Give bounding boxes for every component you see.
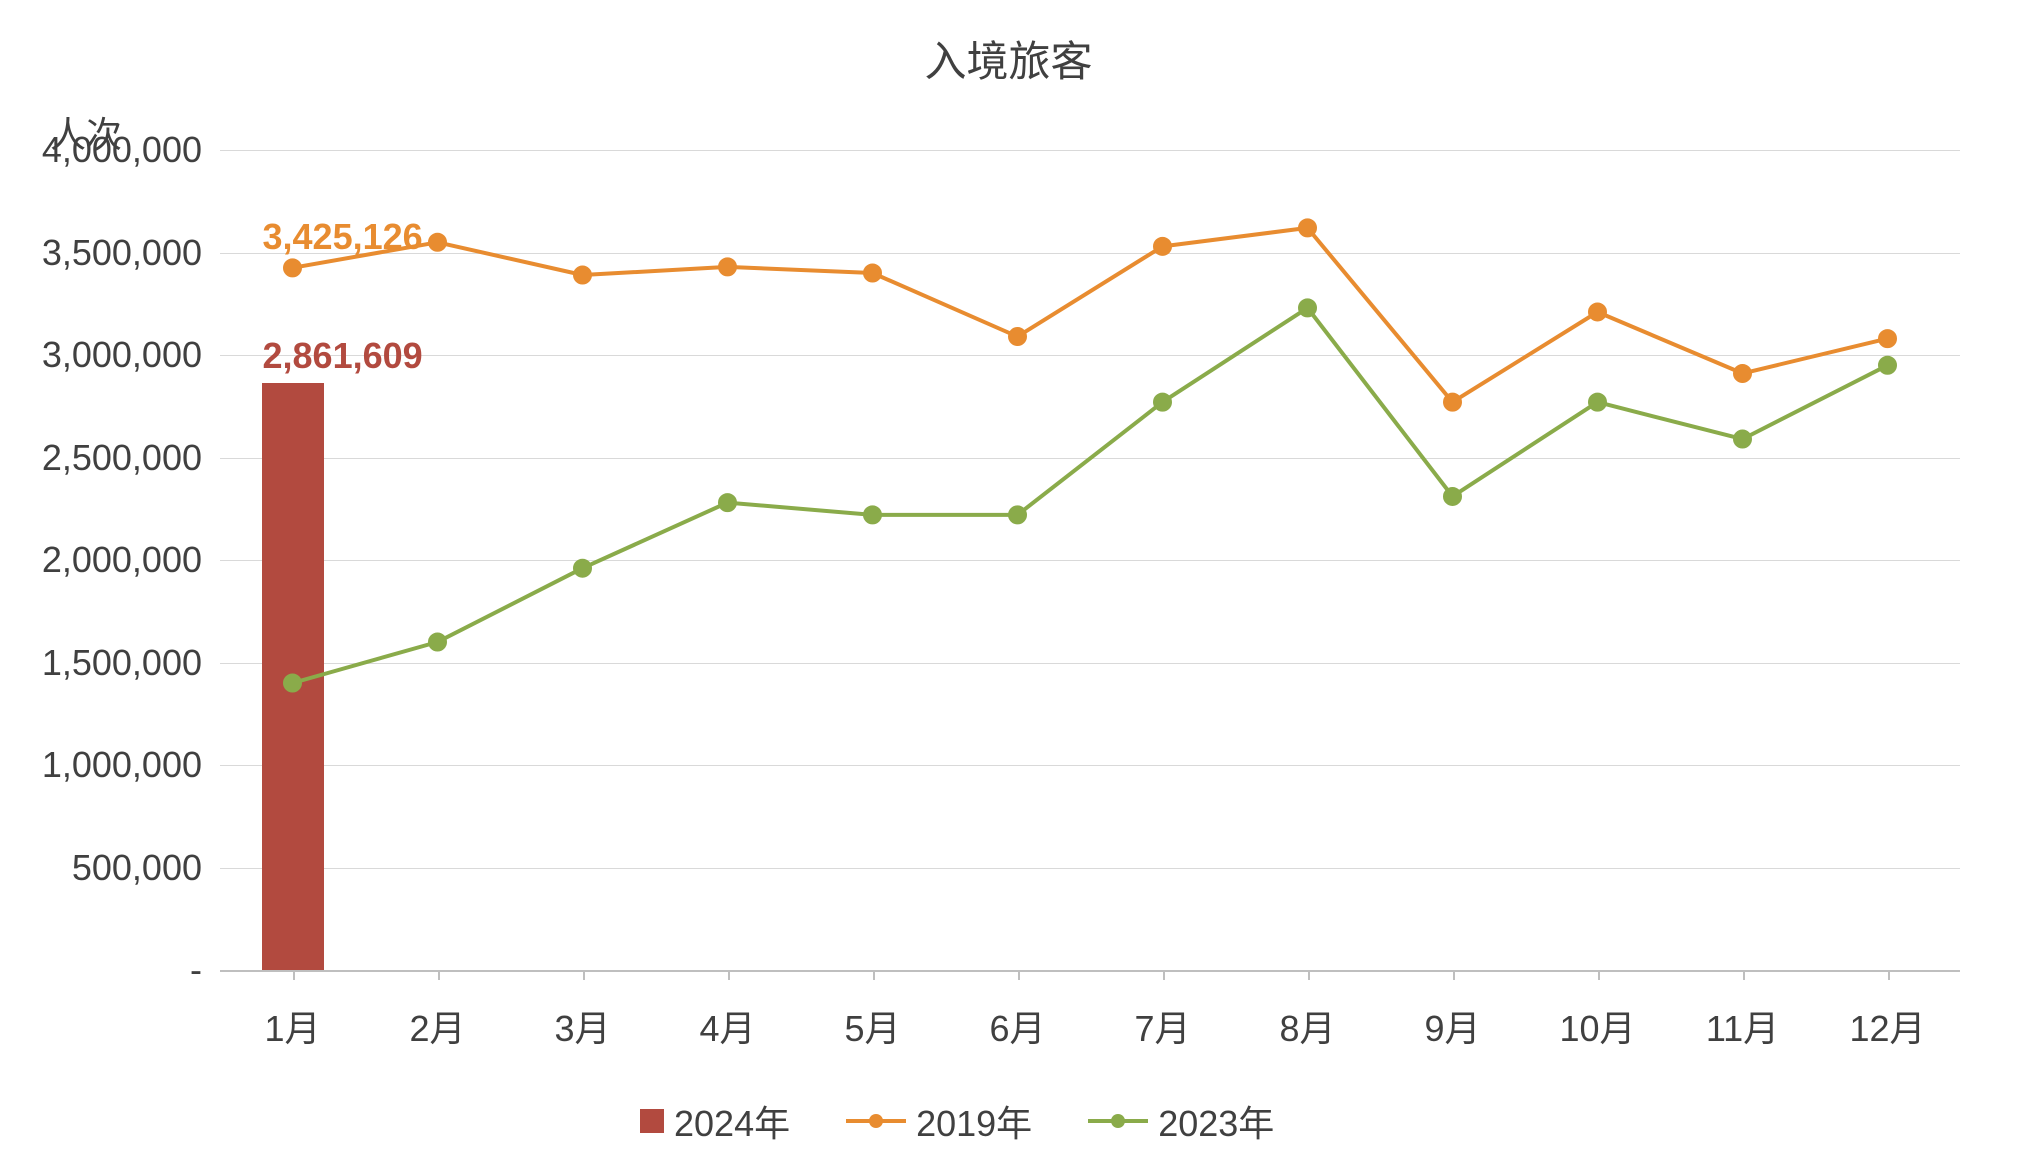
- x-tick-label: 7月: [1134, 970, 1190, 1052]
- x-tick-label: 3月: [554, 970, 610, 1052]
- series-marker: [1009, 506, 1027, 524]
- legend-item: 2019年: [846, 1095, 1032, 1147]
- y-tick-label: 4,000,000: [42, 129, 220, 171]
- x-tick-label: 10月: [1559, 970, 1635, 1052]
- series-marker: [429, 633, 447, 651]
- gridline: [220, 150, 1960, 151]
- series-marker: [864, 506, 882, 524]
- series-marker: [284, 259, 302, 277]
- data-label-bar: 2,861,609: [263, 335, 423, 377]
- series-marker: [1009, 328, 1027, 346]
- gridline: [220, 560, 1960, 561]
- y-tick-label: 2,000,000: [42, 539, 220, 581]
- legend: 2024年 2019年 2023年: [640, 1095, 1274, 1147]
- series-marker: [1154, 393, 1172, 411]
- y-tick-label: 1,000,000: [42, 744, 220, 786]
- series-marker: [1589, 303, 1607, 321]
- y-tick-label: 1,500,000: [42, 642, 220, 684]
- bar: [262, 383, 324, 970]
- x-tick-label: 2月: [409, 970, 465, 1052]
- legend-swatch-line: [1088, 1109, 1148, 1133]
- series-marker: [1444, 487, 1462, 505]
- series-marker: [1734, 364, 1752, 382]
- series-marker: [1734, 430, 1752, 448]
- x-tick-label: 1月: [264, 970, 320, 1052]
- series-marker: [1879, 330, 1897, 348]
- series-marker: [719, 258, 737, 276]
- x-tick-label: 11月: [1706, 970, 1779, 1052]
- x-tick-label: 6月: [989, 970, 1045, 1052]
- legend-swatch-line: [846, 1109, 906, 1133]
- gridline: [220, 458, 1960, 459]
- series-marker: [1299, 219, 1317, 237]
- gridline: [220, 355, 1960, 356]
- x-tick-label: 8月: [1279, 970, 1335, 1052]
- plot-area: -500,0001,000,0001,500,0002,000,0002,500…: [220, 150, 1960, 972]
- y-tick-label: -: [190, 949, 220, 991]
- gridline: [220, 868, 1960, 869]
- series-line: [293, 308, 1888, 683]
- series-marker: [429, 233, 447, 251]
- series-marker: [1879, 356, 1897, 374]
- y-tick-label: 3,500,000: [42, 232, 220, 274]
- series-marker: [1444, 393, 1462, 411]
- series-marker: [1299, 299, 1317, 317]
- series-marker: [1589, 393, 1607, 411]
- x-tick-label: 12月: [1849, 970, 1925, 1052]
- series-marker: [574, 266, 592, 284]
- series-marker: [574, 559, 592, 577]
- legend-swatch-bar: [640, 1109, 664, 1133]
- x-tick-label: 4月: [699, 970, 755, 1052]
- data-label-line: 3,425,126: [263, 216, 423, 258]
- series-marker: [719, 494, 737, 512]
- y-tick-label: 2,500,000: [42, 437, 220, 479]
- series-line: [293, 228, 1888, 402]
- gridline: [220, 663, 1960, 664]
- x-tick-label: 5月: [844, 970, 900, 1052]
- gridline: [220, 253, 1960, 254]
- y-tick-label: 500,000: [72, 847, 220, 889]
- legend-label: 2023年: [1158, 1095, 1274, 1147]
- legend-label: 2024年: [674, 1095, 790, 1147]
- gridline: [220, 765, 1960, 766]
- chart-title: 入境旅客: [0, 28, 2017, 89]
- arrivals-chart: 入境旅客 人次 -500,0001,000,0001,500,0002,000,…: [0, 0, 2017, 1173]
- legend-item: 2023年: [1088, 1095, 1274, 1147]
- legend-label: 2019年: [916, 1095, 1032, 1147]
- x-tick-label: 9月: [1424, 970, 1480, 1052]
- legend-item: 2024年: [640, 1095, 790, 1147]
- y-tick-label: 3,000,000: [42, 334, 220, 376]
- series-marker: [864, 264, 882, 282]
